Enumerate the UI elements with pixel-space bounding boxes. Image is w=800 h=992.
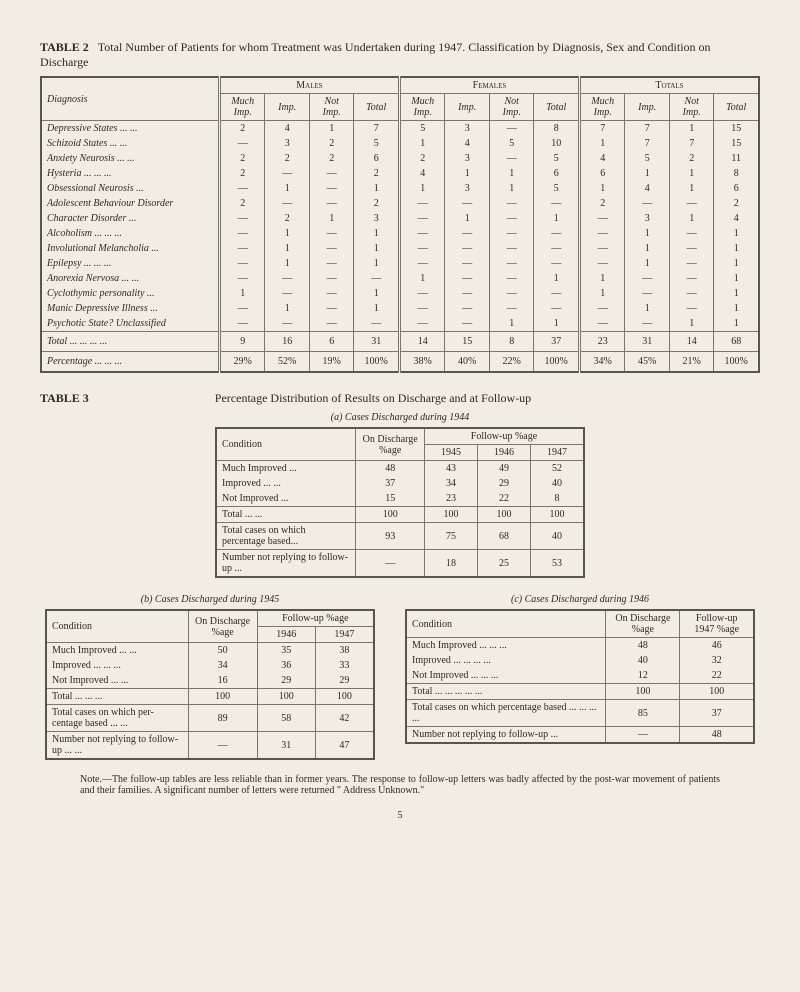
caption-a: (a) Cases Discharged during 1944 [40, 412, 760, 423]
table3c: Condition On Discharge %age Follow-up 19… [405, 609, 755, 744]
table3a: Condition On Discharge %age Follow-up %a… [215, 427, 585, 578]
table2: Diagnosis Males Females Totals Much Imp.… [40, 76, 760, 373]
table2-title: TABLE 2 Total Number of Patients for who… [40, 40, 760, 70]
table3-title: TABLE 3 Percentage Distribution of Resul… [40, 391, 760, 406]
footnote: Note.—The follow-up tables are less reli… [80, 774, 720, 796]
page-number: 5 [40, 810, 760, 821]
caption-c: (c) Cases Discharged during 1946 [400, 594, 760, 605]
caption-b: (b) Cases Discharged during 1945 [40, 594, 380, 605]
table3b: Condition On Discharge %age Follow-up %a… [45, 609, 375, 760]
